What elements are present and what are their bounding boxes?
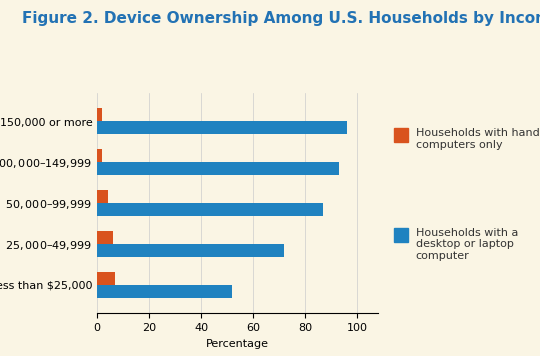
Bar bbox=[97, 121, 347, 134]
Bar bbox=[97, 203, 323, 216]
Bar bbox=[97, 162, 339, 175]
Bar bbox=[97, 272, 116, 285]
Text: Households with handheld
computers only: Households with handheld computers only bbox=[416, 128, 540, 150]
X-axis label: Percentage: Percentage bbox=[206, 339, 269, 349]
Bar bbox=[97, 285, 232, 298]
Bar bbox=[97, 231, 113, 244]
Bar bbox=[97, 190, 107, 203]
Bar bbox=[97, 244, 285, 257]
Text: Households with a
desktop or laptop
computer: Households with a desktop or laptop comp… bbox=[416, 228, 518, 261]
Bar bbox=[97, 108, 103, 121]
Bar bbox=[97, 149, 103, 162]
Text: Figure 2. Device Ownership Among U.S. Households by Income, 2013: Figure 2. Device Ownership Among U.S. Ho… bbox=[22, 11, 540, 26]
